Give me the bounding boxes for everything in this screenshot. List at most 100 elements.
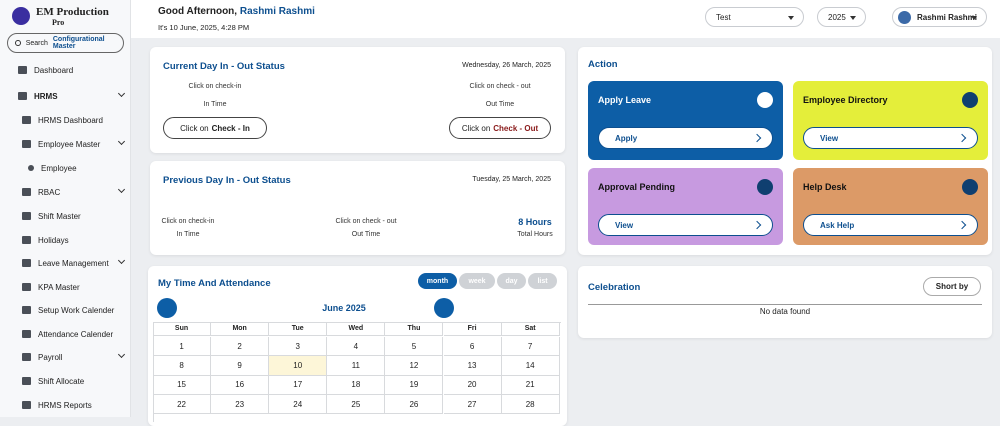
view-button[interactable]: month [418,273,457,289]
day-cell[interactable]: 28 [501,394,560,415]
day-cell[interactable]: 22 [153,394,212,415]
day-cell[interactable]: 15 [153,375,212,395]
button-prefix: Click on [180,123,209,133]
in-hint: Click on check-in [188,83,242,90]
day-cell[interactable]: 3 [269,337,328,357]
weekday-header: Sat [501,322,560,336]
menu-label: HRMS [34,91,58,101]
view-button[interactable]: day [497,273,526,289]
day-cell[interactable]: 5 [385,337,444,357]
current-day-panel: Current Day In - Out Status Wednesday, 2… [150,47,565,153]
chevron [117,137,126,146]
card-button[interactable]: View [803,127,978,149]
chevron [117,89,126,98]
day-cell[interactable]: 18 [327,375,386,395]
menu-icon [22,116,31,124]
menu-item[interactable]: Shift Master [16,206,128,226]
in-label: In Time [203,101,227,108]
day-cell[interactable]: 6 [443,337,502,357]
menu-item[interactable]: HRMS Reports [16,395,128,415]
greeting: Good Afternoon, Rashmi Rashmi [158,6,315,17]
menu-item[interactable]: HRMS Dashboard [16,110,128,130]
day-cell[interactable]: 10 [269,356,328,376]
card-icon [962,92,978,108]
day-cell[interactable]: 13 [443,356,502,376]
year-select[interactable]: 2025 [817,7,866,27]
menu-icon [22,212,31,220]
menu-item[interactable]: Employee [22,158,128,178]
day-cell[interactable]: 9 [211,356,270,376]
menu-item[interactable]: Setup Work Calender [16,300,128,320]
day-cell[interactable]: 26 [385,394,444,415]
next-month-button[interactable] [434,298,454,318]
total-value: 8 Hours [518,217,552,227]
menu-icon [22,401,31,409]
menu-item[interactable]: HRMS [12,86,128,106]
day-cell[interactable]: 20 [443,375,502,395]
day-cell[interactable]: 2 [211,337,270,357]
menu-label: Dashboard [34,65,74,75]
user-name: Rashmi Rashmi [239,6,315,17]
check-out-button[interactable]: Click on Check - Out [449,117,551,139]
company-select[interactable]: Test [705,7,804,27]
prev-month-button[interactable] [157,298,177,318]
menu-item[interactable]: RBAC [16,182,128,202]
view-button[interactable]: list [528,273,557,289]
greeting-text: Good Afternoon, [158,6,238,17]
menu-icon [22,283,31,291]
weekday-header: Thu [385,322,444,336]
day-cell[interactable]: 14 [501,356,560,376]
menu-item[interactable]: Payroll [16,347,128,367]
card-button[interactable]: Apply [598,127,773,149]
day-cell[interactable]: 19 [385,375,444,395]
day-cell[interactable]: 11 [327,356,386,376]
menu-label: RBAC [38,187,61,197]
card-icon [757,92,773,108]
weekday-header: Tue [269,322,328,336]
menu-item[interactable]: Leave Management [16,253,128,273]
day-cell[interactable]: 17 [269,375,328,395]
search-box[interactable]: Search Configurational Master [7,33,124,53]
menu-label: Leave Management [38,258,109,268]
check-in-button[interactable]: Click on Check - In [163,117,267,139]
calendar-panel: My Time And Attendance June 2025 [148,266,567,426]
menu-item[interactable]: Holidays [16,230,128,250]
menu-item[interactable]: KPA Master [16,277,128,297]
day-cell[interactable]: 27 [443,394,502,415]
datetime: It's 10 June, 2025, 4:28 PM [158,23,250,32]
menu-label: HRMS Dashboard [38,115,103,125]
profile-button[interactable]: Rashmi Rashmi [892,7,987,27]
day-cell[interactable]: 23 [211,394,270,415]
day-cell[interactable]: 21 [501,375,560,395]
menu-item[interactable]: Attendance Calender [16,324,128,344]
card-icon [962,179,978,195]
menu-item[interactable]: Shift Allocate [16,371,128,391]
menu-label: Attendance Calender [38,329,114,339]
month-label: June 2025 [322,303,366,313]
previous-day-panel: Previous Day In - Out Status Tuesday, 25… [150,161,565,255]
card-title: Apply Leave [598,95,652,105]
menu-label: Holidays [38,235,69,245]
menu-label: HRMS Reports [38,400,92,410]
day-cell[interactable]: 16 [211,375,270,395]
menu-label: Setup Work Calender [38,305,115,315]
day-cell[interactable]: 7 [501,337,560,357]
card-button[interactable]: Ask Help [803,214,978,236]
day-cell[interactable]: 12 [385,356,444,376]
card-icon [757,179,773,195]
day-cell[interactable]: 1 [153,337,212,357]
card-button[interactable]: View [598,214,773,236]
menu-icon [22,188,31,196]
day-cell[interactable]: 24 [269,394,328,415]
menu-item[interactable]: Employee Master [16,134,128,154]
search-label: Search [25,39,48,47]
day-cell[interactable]: 4 [327,337,386,357]
day-cell[interactable]: 8 [153,356,212,376]
menu-label: KPA Master [38,282,80,292]
day-cell[interactable]: 25 [327,394,386,415]
menu-item[interactable]: Dashboard [12,60,128,80]
button-action: Check - Out [493,123,539,133]
menu-label: Employee [41,163,77,173]
view-button[interactable]: week [459,273,495,289]
sort-button[interactable]: Short by [923,277,981,296]
